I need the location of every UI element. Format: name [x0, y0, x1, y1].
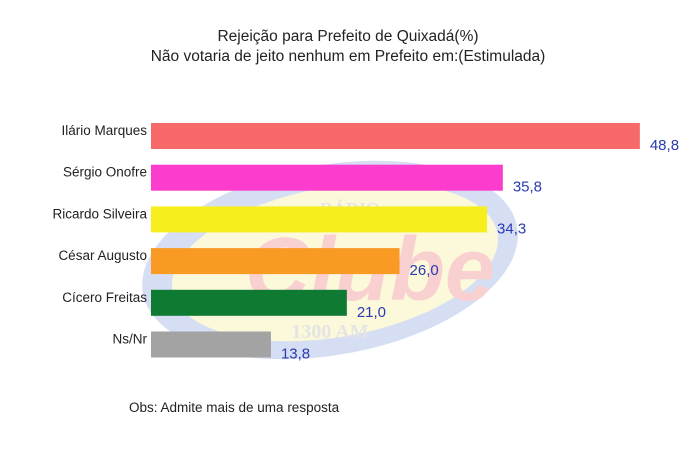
chart-subtitle: Não votaria de jeito nenhum em Prefeito …	[150, 48, 546, 65]
bar-5	[151, 331, 271, 358]
category-label: César Augusto	[58, 248, 147, 263]
bar-3	[151, 248, 400, 275]
bar-0	[151, 123, 640, 149]
chart-title: Rejeição para Prefeito de Quixadá(%)	[217, 28, 479, 45]
category-label: Ricardo Silveira	[52, 206, 147, 221]
value-label: 48,8	[650, 137, 679, 154]
value-label: 26,0	[410, 262, 439, 279]
category-label: Cícero Freitas	[62, 290, 147, 305]
bar-1	[151, 164, 503, 191]
chart-title-block: Rejeição para Prefeito de Quixadá(%) Não…	[0, 27, 696, 67]
value-label: 21,0	[357, 304, 386, 321]
chart-note: Obs: Admite mais de uma resposta	[129, 400, 340, 415]
value-label: 34,3	[497, 220, 526, 237]
bar-2	[151, 206, 488, 233]
value-label: 13,8	[281, 346, 310, 363]
category-label: Ilário Marques	[61, 123, 147, 138]
category-label: Ns/Nr	[113, 332, 148, 347]
value-label: 35,8	[513, 179, 542, 196]
category-label: Sérgio Onofre	[63, 165, 147, 180]
svg-text:1300 AM: 1300 AM	[291, 321, 368, 343]
bar-4	[151, 289, 347, 316]
